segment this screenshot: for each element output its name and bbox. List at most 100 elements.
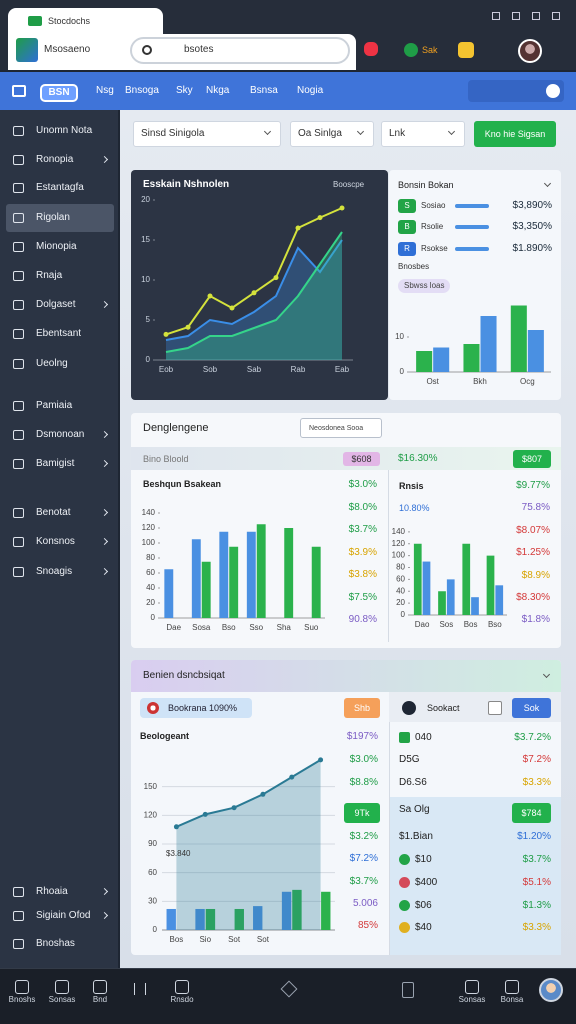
tab-icon	[28, 16, 42, 26]
taskbar-icon[interactable]	[175, 980, 189, 994]
nav-item[interactable]: Bnsoga	[125, 85, 159, 96]
bar	[471, 597, 479, 615]
marker	[399, 877, 410, 888]
overview-panel: Denglengene Neosdonea Sooa Bino Bloold $608…	[131, 413, 561, 648]
sidebar-item[interactable]: Unomn Nota	[36, 125, 93, 136]
sidebar-active	[6, 204, 114, 232]
sidebar-item[interactable]: Ueolng	[36, 358, 68, 369]
y-tick-label: 20	[146, 598, 155, 607]
sidebar-item[interactable]: Dsmonoan	[36, 429, 85, 440]
bar	[229, 546, 239, 618]
y-tick-label: 5	[146, 315, 151, 324]
window-control[interactable]	[512, 12, 520, 20]
avatar[interactable]	[539, 978, 563, 1002]
bar	[234, 908, 244, 930]
row-value: $3.3%	[522, 777, 551, 788]
select[interactable]	[290, 121, 374, 147]
taskbar-label: Sonsas	[48, 995, 76, 1004]
button[interactable]: 9Tk	[344, 803, 380, 823]
value: $8.30%	[516, 592, 550, 603]
taskbar-icon[interactable]	[134, 983, 146, 995]
nav-item[interactable]: Nogia	[297, 85, 324, 96]
x-tick-label: Rab	[291, 365, 306, 374]
sidebar-item[interactable]: Sigiain Ofod	[36, 910, 91, 921]
band-value: $16.30%	[398, 453, 438, 464]
window-control[interactable]	[552, 12, 560, 20]
value: $7.2%	[349, 853, 378, 864]
bar	[292, 889, 302, 930]
bar	[256, 524, 266, 618]
sidebar-item[interactable]: Pamiaia	[36, 400, 73, 411]
panel-title: Denglengene	[143, 422, 209, 434]
taskbar-label: Bnoshs	[8, 995, 36, 1004]
sidebar-item[interactable]: Rnaja	[36, 270, 63, 281]
point	[289, 774, 295, 780]
sidebar-item[interactable]: Dolgaset	[36, 299, 76, 310]
sidebar-item[interactable]: Snoagis	[36, 566, 73, 577]
x-tick-label: Ost	[426, 377, 439, 386]
sidebar-item[interactable]: Ronopia	[36, 154, 74, 165]
address-bar[interactable]	[130, 37, 350, 64]
y-tick-label: 90	[148, 839, 157, 848]
row-label: Rsokse	[421, 244, 448, 253]
taskbar	[0, 968, 576, 1024]
taskbar-icon[interactable]	[505, 980, 519, 994]
dropdown[interactable]: Neosdonea Sooa	[300, 418, 382, 438]
taskbar-icon[interactable]	[15, 980, 29, 994]
x-tick-label: Sos	[439, 620, 453, 629]
taskbar-icon[interactable]	[402, 982, 414, 998]
nav-logo[interactable]: BSN	[40, 84, 78, 102]
taskbar-icon[interactable]	[55, 980, 69, 994]
button[interactable]: Kno hie Sigsan	[474, 121, 556, 147]
sidebar-item[interactable]: Ebentsant	[36, 328, 82, 339]
nav-item[interactable]: Bsnsa	[250, 85, 278, 96]
chart-title: Beshqun Bsakean	[143, 479, 222, 489]
bar	[527, 330, 544, 372]
window-control[interactable]	[532, 12, 540, 20]
row-value: $1.890%	[512, 243, 552, 254]
sidebar-item[interactable]: Rhoaia	[36, 886, 68, 897]
row-sparkline	[455, 247, 489, 251]
sidebar-item[interactable]: Rigolan	[36, 212, 70, 223]
checkbox[interactable]	[488, 701, 502, 715]
window-control[interactable]	[492, 12, 500, 20]
bar	[413, 543, 422, 615]
bar	[433, 347, 450, 372]
y-tick-label: 0	[153, 925, 158, 934]
side-button[interactable]: Sok	[512, 698, 551, 718]
point	[295, 225, 301, 231]
search-box[interactable]	[468, 80, 564, 102]
value: 85%	[357, 920, 378, 931]
sidebar-item[interactable]: Konsnos	[36, 536, 75, 547]
sidebar-item[interactable]: Estantagfa	[36, 182, 84, 193]
select[interactable]	[381, 121, 465, 147]
line	[176, 759, 322, 828]
sidebar-item[interactable]: Bamigist	[36, 458, 75, 469]
sidebar-item[interactable]: Benotat	[36, 507, 71, 518]
nav-item[interactable]: Nkga	[206, 85, 230, 96]
taskbar-icon[interactable]	[465, 980, 479, 994]
bar	[422, 561, 431, 615]
y-tick-label: 80	[396, 563, 405, 572]
button[interactable]: $784	[512, 803, 551, 823]
taskbar-label: Bonsa	[500, 995, 524, 1004]
y-tick-label: 100	[392, 551, 406, 560]
y-tick-label: 140	[392, 527, 406, 536]
badge: Shb	[344, 698, 380, 718]
menu-icon[interactable]	[12, 85, 26, 97]
nav-item[interactable]: Sky	[176, 85, 193, 96]
divider	[388, 470, 389, 642]
nav-item[interactable]: Nsg	[96, 85, 114, 96]
y-tick-label: 60	[148, 868, 157, 877]
row-value: $3.3%	[522, 922, 551, 933]
y-tick-label: 140	[142, 508, 156, 517]
bar	[219, 531, 229, 618]
band-button[interactable]: $807	[513, 450, 551, 468]
sidebar-item[interactable]: Mionopia	[36, 241, 77, 252]
sidebar-item[interactable]: Bnoshas	[36, 938, 75, 949]
y-tick-label: 40	[146, 583, 155, 592]
bar	[463, 344, 480, 372]
main-chart-panel: Esskain Nshnolen Booscpe 0 5 10 15 20 Eob Sob Sab…	[131, 170, 388, 400]
select[interactable]	[133, 121, 281, 147]
taskbar-icon[interactable]	[93, 980, 107, 994]
